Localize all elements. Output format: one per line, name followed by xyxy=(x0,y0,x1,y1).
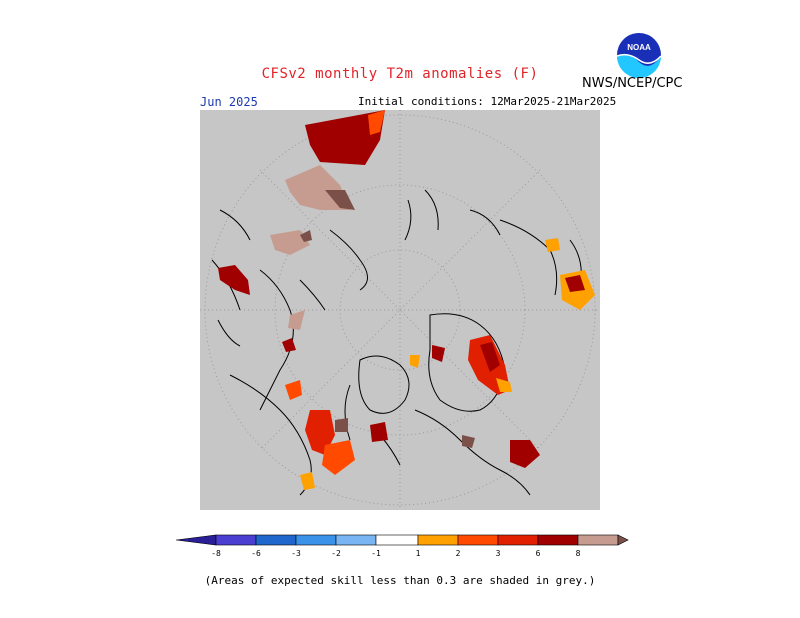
tick-label: 2 xyxy=(456,549,461,558)
anomaly-patches xyxy=(218,110,595,490)
tick-label: 6 xyxy=(536,549,541,558)
swatch-m3-m2 xyxy=(295,534,337,546)
skill-footnote: (Areas of expected skill less than 0.3 a… xyxy=(204,574,596,587)
noaa-logo: NOAA xyxy=(616,33,662,78)
tick-label: -3 xyxy=(291,549,301,558)
swatch-3-6 xyxy=(497,534,539,546)
initial-conditions: Initial conditions: 12Mar2025-21Mar2025 xyxy=(358,95,617,108)
swatch-m6-m3 xyxy=(255,534,297,546)
svg-text:NOAA: NOAA xyxy=(627,43,651,52)
tick-label: 1 xyxy=(416,549,421,558)
swatch-gt xyxy=(617,534,629,546)
swatch-8-gt xyxy=(577,534,619,546)
colorbar-swatches xyxy=(175,534,629,546)
tick-label: -8 xyxy=(211,549,221,558)
swatch-6-8 xyxy=(537,534,579,546)
colorbar: -8 -6 -3 -2 -1 1 2 3 6 8 xyxy=(175,534,629,558)
tick-label: -1 xyxy=(371,549,381,558)
swatch-1-2 xyxy=(417,534,459,546)
forecast-month: Jun 2025 xyxy=(200,95,258,109)
anomaly-map xyxy=(200,110,600,510)
tick-label: -2 xyxy=(331,549,341,558)
swatch-lt-m8 xyxy=(175,534,217,546)
tick-label: -6 xyxy=(251,549,261,558)
swatch-2-3 xyxy=(457,534,499,546)
map-title: CFSv2 monthly T2m anomalies (F) xyxy=(261,66,539,82)
swatch-m2-m1 xyxy=(335,534,377,546)
tick-label: 8 xyxy=(576,549,581,558)
swatch-m8-m6 xyxy=(215,534,257,546)
tick-label: 3 xyxy=(496,549,501,558)
colorbar-ticks: -8 -6 -3 -2 -1 1 2 3 6 8 xyxy=(211,549,580,558)
swatch-m1-1 xyxy=(375,534,419,546)
graticule xyxy=(200,110,600,510)
agency-label: NWS/NCEP/CPC xyxy=(582,76,683,91)
